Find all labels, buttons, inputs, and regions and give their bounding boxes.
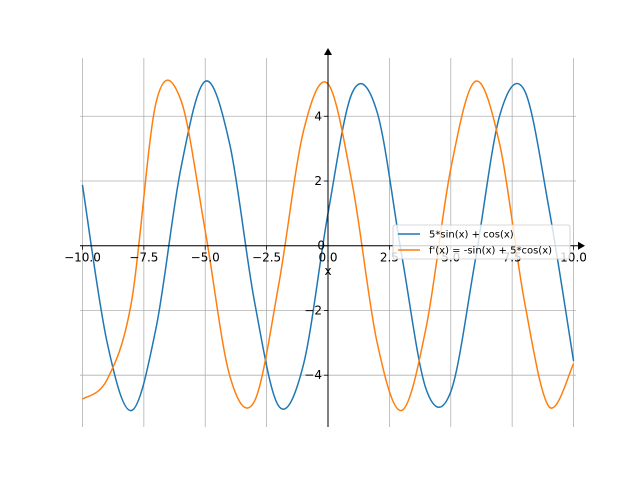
y-tick-labels: −4 −2 0 2 4 bbox=[304, 109, 325, 382]
y-tick-label: 2 bbox=[314, 174, 322, 188]
legend: 5*sin(x) + cos(x) f'(x) = -sin(x) + 5*cos… bbox=[392, 224, 571, 260]
x-axis-arrow bbox=[578, 241, 585, 250]
x-tick-labels: −10.0−7.5−5.0−2.50.02.55.07.510.0 bbox=[64, 251, 587, 265]
x-tick-label: 0.0 bbox=[318, 251, 337, 265]
y-tick-label: 4 bbox=[314, 109, 322, 123]
y-axis-arrow bbox=[324, 48, 332, 55]
y-tick-label: −2 bbox=[304, 303, 322, 317]
y-tick-label: 0 bbox=[317, 239, 325, 253]
legend-box bbox=[392, 224, 571, 260]
x-tick-label: −10.0 bbox=[64, 251, 101, 265]
x-tick-label: −7.5 bbox=[129, 251, 158, 265]
x-axis-label: x bbox=[324, 264, 331, 278]
x-tick-label: −5.0 bbox=[191, 251, 220, 265]
x-tick-label: −2.5 bbox=[252, 251, 281, 265]
y-tick-label: −4 bbox=[304, 368, 322, 382]
legend-label: 5*sin(x) + cos(x) bbox=[429, 230, 514, 241]
legend-label: f'(x) = -sin(x) + 5*cos(x) bbox=[429, 246, 552, 257]
